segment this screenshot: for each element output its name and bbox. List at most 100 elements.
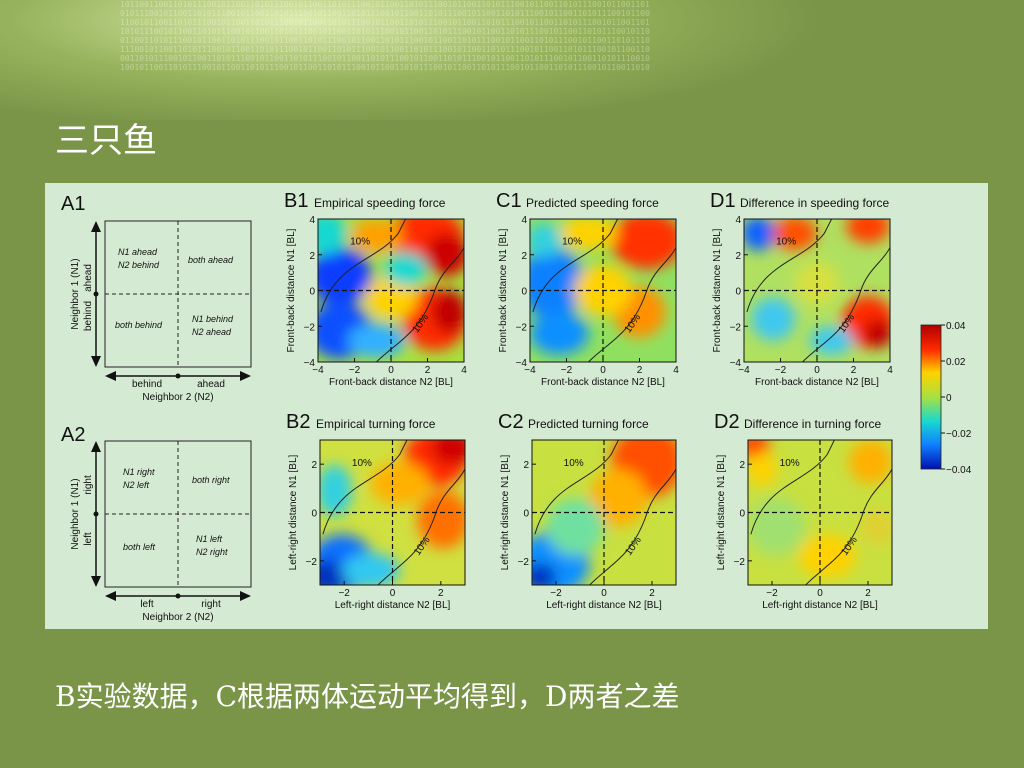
heatmap-panel-b2: 10%10%B2 Empirical turning force−2 0 220−2L… — [286, 411, 466, 611]
arrow-right-icon — [240, 591, 251, 601]
y-tick-label: 0 — [521, 287, 527, 298]
panel-title: Empirical speeding force — [314, 196, 446, 210]
origin-dot — [93, 511, 99, 517]
x-tick-label: −2 — [550, 588, 562, 599]
heatmap-image — [532, 440, 676, 585]
heatmap-panel-c1: 10%10%C1 Predicted speeding force−4 −2 0 2 44… — [496, 190, 679, 388]
y-tick-label: −4 — [730, 358, 742, 369]
heatmap-image — [744, 219, 890, 362]
quadrant-text: N2 left — [123, 480, 150, 490]
y-tick-label: 0 — [309, 287, 315, 298]
contour-label: 10% — [562, 237, 582, 248]
x-tick-label: 0 — [601, 588, 607, 599]
axis-end-label: behind — [132, 379, 162, 390]
axis-end-label: right — [83, 475, 94, 495]
heatmap-image — [320, 440, 465, 585]
x-tick-label: 0 — [388, 365, 394, 376]
y-tick-label: −2 — [306, 557, 318, 568]
panel-label: D2 — [714, 411, 740, 433]
panel-title: Difference in turning force — [744, 417, 882, 431]
quadrant-text: both behind — [115, 320, 163, 330]
y-tick-label: −2 — [516, 322, 528, 333]
arrow-down-icon — [91, 576, 101, 587]
arrow-left-icon — [105, 371, 116, 381]
x-tick-label: 0 — [817, 588, 823, 599]
x-axis-title: Left-right distance N2 [BL] — [335, 600, 451, 611]
colorbar-tick-label: −0.02 — [946, 429, 972, 440]
axis-end-label: left — [83, 532, 94, 546]
contour-label: 10% — [352, 458, 372, 469]
schematic-a2: A2 N1 right N2 left both right both left… — [61, 424, 252, 623]
y-tick-label: 0 — [735, 287, 741, 298]
x-axis-title: Left-right distance N2 [BL] — [762, 600, 878, 611]
panel-label: C1 — [496, 190, 522, 212]
y-axis-title: Front-back distance N1 [BL] — [712, 228, 723, 352]
x-tick-label: 2 — [851, 365, 857, 376]
x-axis-title: Neighbor 2 (N2) — [142, 392, 213, 403]
y-tick-label: −2 — [518, 557, 530, 568]
x-axis-title: Front-back distance N2 [BL] — [541, 377, 665, 388]
schematic-label: A2 — [61, 424, 85, 446]
panel-title: Predicted turning force — [528, 417, 649, 431]
quadrant-text: N2 right — [196, 547, 228, 557]
y-tick-label: 0 — [311, 509, 317, 520]
quadrant-text: both right — [192, 475, 230, 485]
contour-label: 10% — [564, 458, 584, 469]
x-tick-label: −4 — [312, 365, 324, 376]
origin-dot — [175, 373, 181, 379]
slide-caption: B实验数据，C根据两体运动平均得到，D两者之差 — [55, 680, 680, 713]
x-tick-label: −2 — [775, 365, 787, 376]
contour-label: 10% — [776, 237, 796, 248]
quadrant-text: N2 ahead — [192, 327, 232, 337]
figure-svg: A1 N1 ahead N2 behind both ahead both be… — [61, 190, 972, 623]
axis-end-label: left — [140, 599, 154, 610]
arrow-right-icon — [240, 371, 251, 381]
colorbar-tick-label: −0.04 — [946, 465, 972, 476]
colorbar: 0.04 0.02 0 −0.02 −0.04 — [920, 321, 972, 476]
x-axis-title: Neighbor 2 (N2) — [142, 612, 213, 623]
arrow-up-icon — [91, 441, 101, 452]
y-tick-label: −4 — [304, 358, 316, 369]
y-tick-label: 2 — [521, 251, 527, 262]
origin-dot — [175, 593, 181, 599]
quadrant-text: N1 right — [123, 467, 155, 477]
y-axis-title: Neighbor 1 (N1) — [70, 258, 81, 329]
panel-label: B1 — [284, 190, 308, 212]
x-tick-label: 2 — [438, 588, 444, 599]
x-tick-label: 0 — [814, 365, 820, 376]
colorbar-tick-label: 0 — [946, 393, 952, 404]
header-banner: 1011001100110101110010110011010111001011… — [0, 0, 1024, 120]
colorbar-tick-label: 0.02 — [946, 357, 966, 368]
x-tick-label: 4 — [673, 365, 679, 376]
y-tick-label: 2 — [523, 460, 529, 471]
x-tick-label: −2 — [766, 588, 778, 599]
panel-title: Difference in speeding force — [740, 196, 890, 210]
figure-panel: A1 N1 ahead N2 behind both ahead both be… — [45, 183, 988, 629]
panel-title: Empirical turning force — [316, 417, 436, 431]
x-tick-label: 0 — [600, 365, 606, 376]
quadrant-text: N1 ahead — [118, 247, 158, 257]
origin-dot — [93, 291, 99, 297]
y-tick-label: 2 — [311, 460, 317, 471]
y-tick-label: 0 — [523, 509, 529, 520]
schematic-label: A1 — [61, 193, 85, 215]
panel-label: D1 — [710, 190, 736, 212]
y-tick-label: −2 — [734, 557, 746, 568]
arrow-left-icon — [105, 591, 116, 601]
slide-title: 三只鱼 — [55, 121, 157, 161]
y-axis-title: Left-right distance N1 [BL] — [500, 454, 511, 570]
y-tick-label: 4 — [309, 215, 315, 226]
x-tick-label: 2 — [425, 365, 431, 376]
colorbar-gradient — [920, 324, 942, 470]
contour-label: 10% — [780, 458, 800, 469]
x-axis-title: Left-right distance N2 [BL] — [546, 600, 662, 611]
x-axis-title: Front-back distance N2 [BL] — [329, 377, 453, 388]
x-axis-title: Front-back distance N2 [BL] — [755, 377, 879, 388]
y-tick-label: 4 — [521, 215, 527, 226]
binary-pattern-decoration: 1011001100110101110010110011010111001011… — [120, 0, 650, 72]
arrow-down-icon — [91, 356, 101, 367]
axis-end-label: right — [201, 599, 221, 610]
x-tick-label: 2 — [649, 588, 655, 599]
axis-end-label: ahead — [83, 264, 94, 292]
heatmap-panel-c2: 10%10%C2 Predicted turning force−2 0 220−2L… — [498, 411, 677, 611]
